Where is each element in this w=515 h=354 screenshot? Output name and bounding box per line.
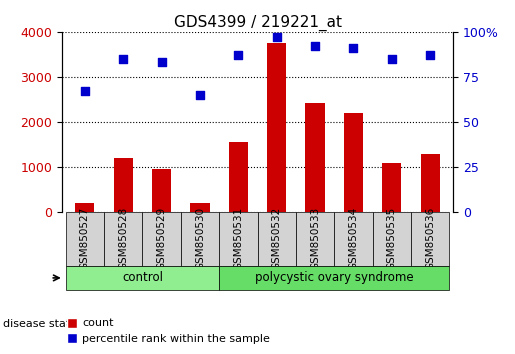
FancyBboxPatch shape bbox=[258, 212, 296, 266]
Point bbox=[426, 52, 434, 58]
Bar bbox=[382, 163, 401, 212]
FancyBboxPatch shape bbox=[181, 212, 219, 266]
FancyBboxPatch shape bbox=[219, 266, 450, 290]
Point bbox=[388, 56, 396, 62]
Point bbox=[81, 88, 89, 94]
Bar bbox=[421, 154, 440, 212]
Text: GSM850533: GSM850533 bbox=[310, 207, 320, 270]
FancyBboxPatch shape bbox=[104, 212, 142, 266]
Bar bbox=[75, 202, 94, 212]
Text: GSM850528: GSM850528 bbox=[118, 207, 128, 270]
Text: GSM850531: GSM850531 bbox=[233, 207, 243, 270]
Text: polycystic ovary syndrome: polycystic ovary syndrome bbox=[255, 272, 414, 284]
Point bbox=[119, 56, 127, 62]
Text: GSM850534: GSM850534 bbox=[349, 207, 358, 270]
Text: GSM850527: GSM850527 bbox=[80, 207, 90, 270]
Legend: count, percentile rank within the sample: count, percentile rank within the sample bbox=[62, 314, 274, 348]
FancyBboxPatch shape bbox=[373, 212, 411, 266]
FancyBboxPatch shape bbox=[411, 212, 450, 266]
Text: GSM850530: GSM850530 bbox=[195, 207, 205, 270]
Bar bbox=[305, 103, 324, 212]
Text: GSM850535: GSM850535 bbox=[387, 207, 397, 270]
Point bbox=[311, 44, 319, 49]
Point bbox=[349, 45, 357, 51]
Bar bbox=[191, 202, 210, 212]
Point bbox=[234, 52, 243, 58]
FancyBboxPatch shape bbox=[142, 212, 181, 266]
Text: GSM850529: GSM850529 bbox=[157, 207, 166, 270]
Text: GSM850532: GSM850532 bbox=[272, 207, 282, 270]
Bar bbox=[267, 43, 286, 212]
FancyBboxPatch shape bbox=[334, 212, 373, 266]
FancyBboxPatch shape bbox=[296, 212, 334, 266]
Text: disease state: disease state bbox=[3, 319, 77, 329]
Title: GDS4399 / 219221_at: GDS4399 / 219221_at bbox=[174, 14, 341, 30]
Bar bbox=[114, 158, 133, 212]
FancyBboxPatch shape bbox=[65, 266, 219, 290]
Bar bbox=[229, 142, 248, 212]
Text: GSM850536: GSM850536 bbox=[425, 207, 435, 270]
FancyBboxPatch shape bbox=[219, 212, 258, 266]
Point bbox=[272, 34, 281, 40]
Point bbox=[158, 59, 166, 65]
Bar bbox=[152, 169, 171, 212]
FancyBboxPatch shape bbox=[65, 212, 104, 266]
Bar bbox=[344, 113, 363, 212]
Point bbox=[196, 92, 204, 98]
Text: control: control bbox=[122, 272, 163, 284]
